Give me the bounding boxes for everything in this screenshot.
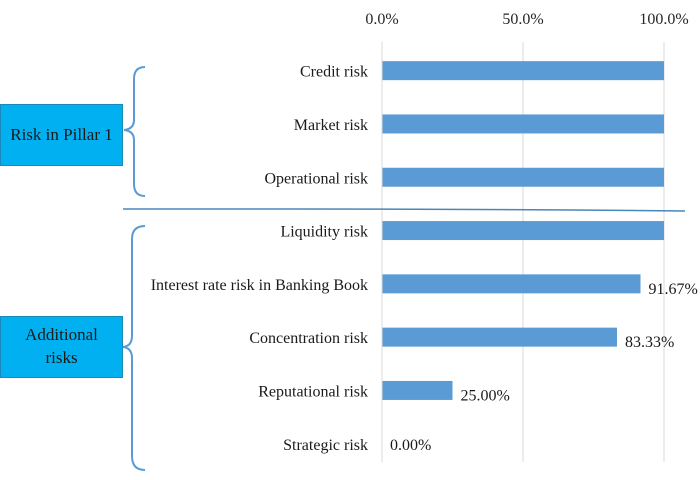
category-label: Market risk <box>294 117 368 134</box>
bars <box>382 61 664 400</box>
bar <box>382 221 664 241</box>
bar <box>382 380 453 400</box>
category-label: Interest rate risk in Banking Book <box>151 277 368 294</box>
bar <box>382 274 641 294</box>
category-label: Operational risk <box>264 170 368 187</box>
x-tick-label: 0.0% <box>365 11 398 28</box>
category-labels: Credit risk Market risk Operational risk Li… <box>151 64 368 454</box>
data-label: 25.00% <box>461 387 510 404</box>
category-label: Concentration risk <box>249 330 368 347</box>
bar <box>382 327 617 347</box>
group-label-pillar1: Risk in Pillar 1 <box>0 104 123 166</box>
bar <box>382 114 664 134</box>
data-label: 0.00% <box>390 437 431 454</box>
additional-risks-bracket <box>122 225 146 471</box>
x-tick-label: 50.0% <box>502 11 543 28</box>
bar <box>382 61 664 81</box>
data-label: 83.33% <box>625 334 674 351</box>
x-axis-ticks: 0.0% 50.0% 100.0% <box>365 11 688 28</box>
data-labels: 91.67% 83.33% 25.00% 0.00% <box>390 281 698 454</box>
pillar1-bracket <box>123 66 146 197</box>
category-label: Reputational risk <box>258 383 368 400</box>
category-label: Strategic risk <box>283 437 368 454</box>
group-label-additional-risks: Additional risks <box>0 316 123 378</box>
category-label: Credit risk <box>300 64 368 81</box>
data-label: 91.67% <box>649 281 698 298</box>
category-label: Liquidity risk <box>280 224 368 241</box>
bar <box>382 167 664 187</box>
gridlines <box>522 42 665 462</box>
group-separator-line <box>123 208 686 212</box>
x-tick-label: 100.0% <box>639 11 688 28</box>
